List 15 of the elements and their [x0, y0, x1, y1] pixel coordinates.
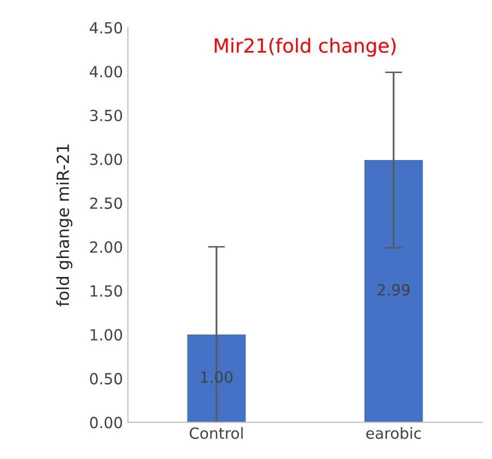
y-tick-label: 0.00	[90, 416, 122, 428]
text: Mir21(fold change)	[214, 38, 396, 57]
data-label: 2.99	[378, 284, 410, 296]
y-tick-label: 3.50	[90, 110, 122, 122]
x-tick-label: Control	[190, 427, 243, 439]
x-tick-label: earobic	[366, 427, 421, 439]
y-tick-label: 3.00	[90, 154, 122, 166]
y-tick-label: 0.50	[90, 372, 122, 384]
y-tick-label: 2.00	[90, 241, 122, 253]
y-axis-title: fold ghange miR-21	[56, 144, 72, 306]
y-tick-label: 4.00	[90, 66, 122, 78]
y-tick-label: 1.50	[90, 285, 122, 297]
y-tick-label: 4.50	[90, 22, 122, 34]
y-tick-label: 1.00	[90, 329, 122, 341]
y-tick-label: 2.50	[90, 197, 122, 209]
